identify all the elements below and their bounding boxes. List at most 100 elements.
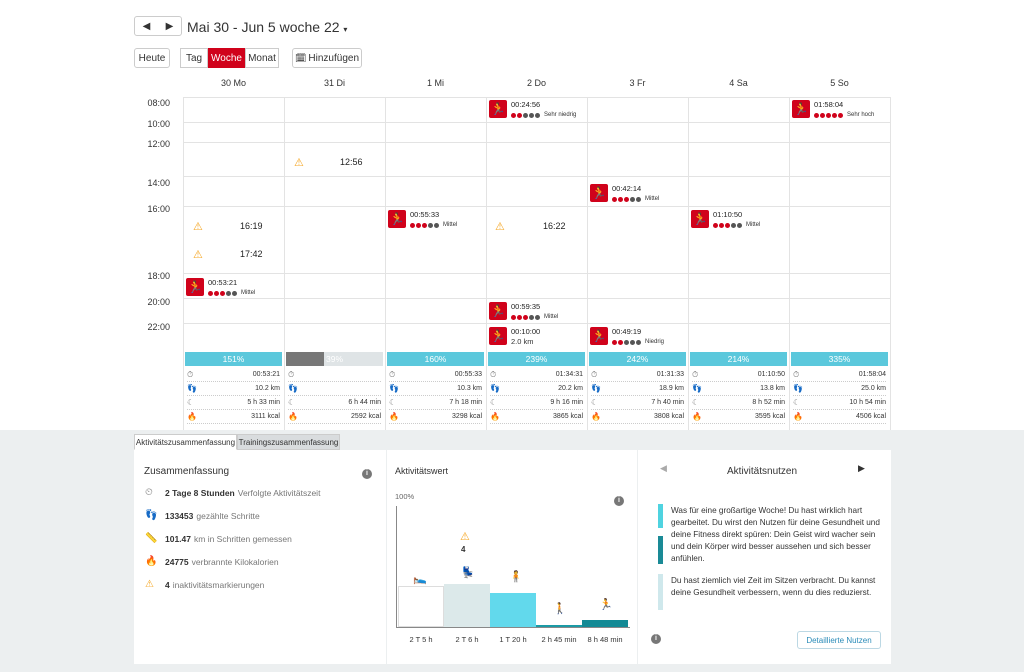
benefit-panel [638,450,891,664]
metric-value: 3595 kcal [755,413,785,420]
inactivity-warning-icon[interactable]: ⚠ [193,249,203,261]
add-button[interactable]: 🗓 Hinzufügen [292,48,362,68]
activity-entry[interactable]: 🏃 00:42:14 Mittel [590,184,659,204]
day-summary[interactable]: 239% ⏱ 01:34:31 👣 20.2 km ☾ 9 h 16 min 🔥 3865 kc… [488,352,585,430]
steps-icon: 👣 [145,510,158,521]
running-icon: 🏃 [186,278,204,296]
summary-row: 📏 101.47 km in Schritten gemessen [145,533,292,544]
day-summary[interactable]: 39% ⏱ 👣 ☾ 6 h 44 min 🔥 2592 kcal [286,352,383,430]
intensity-dot [618,196,623,202]
metric-value: 00:55:33 [454,371,482,378]
tab-day[interactable]: Tag [180,48,208,68]
grid-col-line [385,97,386,430]
info-icon[interactable]: i [362,469,372,479]
day-header: 1 Mi [426,78,444,88]
summary-value: 4 [165,579,170,590]
activity-level: Mittel [443,222,458,228]
summary-metric-row: ☾ 7 h 18 min [389,396,482,410]
time-label: 22:00 [147,322,170,332]
metric-value: 3808 kcal [654,413,684,420]
activity-level: Sehr hoch [847,112,875,118]
y-max-label: 100% [395,492,415,501]
day-summary[interactable]: 335% ⏱ 01:58:04 👣 25.0 km ☾ 10 h 54 min 🔥 4506 k… [791,352,888,430]
summary-metric-row: 🔥 2592 kcal [288,410,381,424]
next-week-button[interactable]: ▶ [165,20,174,32]
activity-bar [490,593,536,627]
activity-entry[interactable]: 🏃 00:24:56 Sehr niedrig [489,100,576,120]
summary-panel [134,450,386,664]
grid-col-line [688,97,689,430]
activity-entry[interactable]: 🏃 00:53:21 Mittel [186,278,255,298]
week-title[interactable]: Mai 30 - Jun 5 woche 22 ▾ [187,19,347,35]
progress-percent: 151% [222,354,245,364]
summary-metric-row: 👣 10.2 km [187,382,280,396]
sitting-icon: 💺 [461,567,475,579]
progress-fill [286,352,324,366]
info-icon[interactable]: i [651,634,661,644]
summary-row: 👣 133453 gezählte Schritte [145,510,260,521]
inactivity-warning-icon[interactable]: ⚠ [495,221,505,233]
summary-row: 🔥 24775 verbrannte Kilokalorien [145,556,279,567]
day-summary[interactable]: 160% ⏱ 00:55:33 👣 10.3 km ☾ 7 h 18 min 🔥 3298 kc… [387,352,484,430]
activity-entry[interactable]: 🏃 00:10:00 2.0 km [489,327,540,347]
day-summary[interactable]: 242% ⏱ 01:31:33 👣 18.9 km ☾ 7 h 40 min 🔥 3808 kc… [589,352,686,430]
metric-value: 5 h 33 min [247,399,280,406]
inactivity-warning-icon[interactable]: ⚠ [294,157,304,169]
metric-value: 8 h 52 min [752,399,785,406]
info-icon[interactable]: i [614,496,624,506]
benefit-strip-2 [658,536,663,564]
intensity-dot [226,290,231,296]
stopwatch-icon: ⏱ [692,369,699,379]
activity-entry[interactable]: 🏃 01:10:50 Mittel [691,210,760,230]
day-summary[interactable]: 151% ⏱ 00:53:21 👣 10.2 km ☾ 5 h 33 min 🔥 3111 kc… [185,352,282,430]
time-label: 16:00 [147,204,170,214]
progress-bar: 160% [387,352,484,366]
activity-duration: 00:24:56 [511,100,541,109]
flame-icon: 🔥 [793,412,803,421]
intensity-dot [826,112,831,118]
detailed-benefits-button[interactable]: Detaillierte Nutzen [797,631,881,649]
time-label: 08:00 [147,98,170,108]
metric-value: 10.2 km [255,385,280,392]
activity-entry[interactable]: 🏃 01:58:04 Sehr hoch [792,100,874,120]
metric-value: 18.9 km [659,385,684,392]
benefit-prev-button[interactable]: ◀ [660,463,667,473]
grid-col-line [587,97,588,430]
metric-value: 01:58:04 [858,371,886,378]
summary-metric-row: 👣 13.8 km [692,382,785,396]
intensity-dot [232,290,237,296]
tab-week[interactable]: Woche [208,48,245,68]
activity-bar [582,620,628,627]
summary-metric-row: ⏱ 00:53:21 [187,368,280,382]
benefit-strip-1 [658,504,663,528]
prev-week-button[interactable]: ◀ [142,20,151,32]
activity-entry[interactable]: 🏃 00:49:19 Niedrig [590,327,664,347]
tab-training-summary[interactable]: Trainingszusammenfassung [237,434,340,450]
metric-value: 01:31:33 [656,371,684,378]
activity-level: Sehr niedrig [544,112,577,118]
benefit-title: Aktivitätsnutzen [727,466,798,477]
tab-month[interactable]: Monat [245,48,279,68]
running-icon: 🏃 [590,327,608,345]
summary-metric-row: 🔥 3808 kcal [591,410,684,424]
intensity-dot [719,222,724,228]
intensity-dot [832,112,837,118]
summary-metric-row: ⏱ 01:58:04 [793,368,886,382]
metric-value: 25.0 km [861,385,886,392]
benefit-next-button[interactable]: ▶ [858,463,865,473]
intensity-dot [612,339,617,345]
activity-value-panel [387,450,637,664]
grid-col-line [789,97,790,430]
intensity-dot [523,112,528,118]
tab-activity-summary[interactable]: Aktivitätszusammenfassung [134,434,237,450]
progress-bar: 214% [690,352,787,366]
activity-entry[interactable]: 🏃 00:59:35 Mittel [489,302,558,322]
day-summary[interactable]: 214% ⏱ 01:10:50 👣 13.8 km ☾ 8 h 52 min 🔥 3595 kc… [690,352,787,430]
progress-bar: 39% [286,352,383,366]
intensity-dot [523,314,528,320]
activity-entry[interactable]: 🏃 00:55:33 Mittel [388,210,457,230]
today-button[interactable]: Heute [134,48,170,68]
grid-col-line [486,97,487,430]
inactivity-warning-icon[interactable]: ⚠ [193,221,203,233]
standing-icon: 🧍 [509,571,523,583]
